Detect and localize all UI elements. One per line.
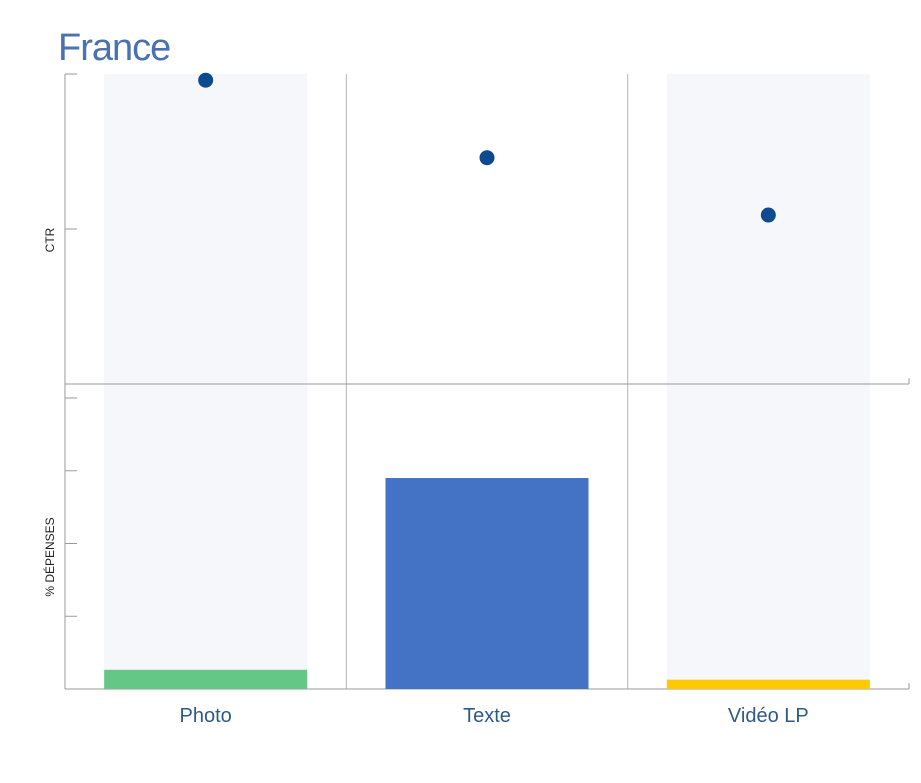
spend-bars <box>104 478 870 689</box>
ctr-point-1 <box>479 150 495 166</box>
spend-bar-0 <box>104 669 308 689</box>
ctr-point-0 <box>198 72 214 88</box>
x-tick-label-1: Texte <box>463 705 511 727</box>
x-axis-labels: Photo Texte Vidéo LP <box>180 705 809 727</box>
ctr-points <box>198 72 776 223</box>
chart-title: France <box>58 27 170 69</box>
top-y-axis-label: CTR <box>43 227 57 252</box>
category-bands <box>104 74 870 689</box>
x-tick-label-0: Photo <box>180 705 232 727</box>
ctr-point-2 <box>760 207 776 223</box>
category-band-0 <box>104 74 308 689</box>
category-dividers <box>345 74 629 689</box>
x-tick-label-2: Vidéo LP <box>728 705 809 727</box>
spend-bar-2 <box>666 679 870 689</box>
spend-bar-1 <box>385 478 589 689</box>
category-band-2 <box>666 74 870 689</box>
bottom-y-axis-label: % DÉPENSES <box>42 517 57 596</box>
